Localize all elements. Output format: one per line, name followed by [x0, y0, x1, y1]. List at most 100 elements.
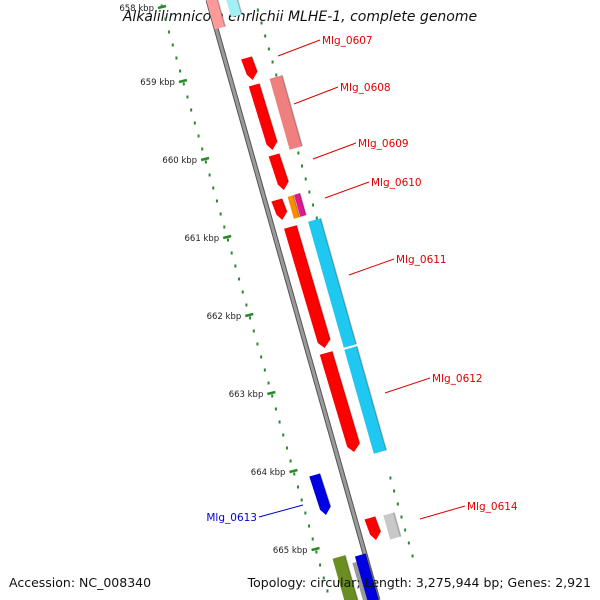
leader-line	[384, 377, 431, 394]
kbp-tick	[289, 468, 298, 474]
scale-dot	[267, 381, 270, 385]
scale-dot	[230, 251, 233, 255]
gene-mlg-0607	[241, 56, 258, 80]
outer-track-dot	[271, 60, 274, 64]
scale-dot	[193, 121, 196, 125]
gene-label[interactable]: Mlg_0610	[371, 177, 422, 189]
scale-dot	[234, 264, 237, 268]
outer-track-dot	[389, 476, 392, 480]
kbp-label: 662 kbp	[207, 312, 242, 322]
gene-label[interactable]: Mlg_0607	[322, 35, 373, 47]
outer-track-dot	[297, 151, 300, 155]
gene-mlg-0608	[269, 75, 303, 150]
leader-line	[348, 258, 395, 276]
scale-dot	[278, 420, 281, 424]
scale-dot	[315, 550, 318, 554]
kbp-tick	[267, 390, 276, 396]
outer-track-dot	[400, 515, 403, 519]
kbp-tick	[200, 156, 210, 162]
scale-dot	[260, 355, 263, 359]
outer-track-dot	[304, 177, 307, 181]
outer-track-dot	[315, 216, 318, 220]
gene-mlg-0613	[309, 473, 331, 515]
scale-dot	[201, 147, 204, 151]
scale-dot	[311, 537, 314, 541]
scale-dot	[304, 511, 307, 515]
gene-cds	[284, 225, 331, 348]
leader-line	[277, 39, 321, 57]
scale-dot	[289, 459, 292, 463]
gene-label[interactable]: Mlg_0614	[467, 501, 518, 513]
outer-track-dot	[411, 554, 414, 558]
kbp-label: 659 kbp	[140, 78, 175, 88]
scale-dot	[175, 56, 178, 60]
scale-dot	[223, 225, 226, 229]
gene-cds	[319, 351, 360, 452]
scale-dot	[308, 524, 311, 528]
gene-label[interactable]: Mlg_0609	[358, 138, 409, 150]
outer-track-dot	[393, 489, 396, 493]
leader-line	[258, 504, 304, 518]
genome-backbone	[205, 0, 381, 600]
gene-label[interactable]: Mlg_0611	[396, 254, 447, 266]
scale-dot	[179, 69, 182, 73]
scale-dot	[171, 43, 174, 47]
kbp-label: 665 kbp	[273, 546, 308, 556]
kbp-tick	[244, 312, 254, 318]
gene-label[interactable]: Mlg_0612	[432, 373, 483, 385]
gene-mlg-0614	[364, 516, 381, 540]
scale-dot	[168, 30, 171, 34]
gene-olive	[332, 555, 358, 600]
scale-dot	[319, 563, 322, 567]
scale-dot	[282, 433, 285, 437]
scale-dot	[326, 589, 329, 593]
scale-dot	[249, 316, 252, 320]
gene-mlg-0609	[268, 153, 289, 190]
scale-dot	[256, 342, 259, 346]
leader-line	[324, 181, 370, 199]
gene-mlg-0610b	[294, 193, 307, 217]
scale-dot	[204, 160, 207, 164]
outer-track-dot	[404, 528, 407, 532]
scale-dot	[164, 17, 167, 21]
gene-mlg-0610	[287, 195, 300, 219]
scale-dot	[300, 498, 303, 502]
gene-block	[226, 0, 242, 18]
scale-dot	[296, 485, 299, 489]
label-leader-lines	[258, 39, 466, 520]
outer-track-dot	[260, 21, 263, 25]
leader-line	[293, 86, 339, 105]
kbp-tick	[222, 234, 232, 240]
scale-dot	[190, 108, 193, 112]
gene-labels: Mlg_0607 Mlg_0608 Mlg_0609 Mlg_0610 Mlg_0611…	[206, 35, 518, 524]
kbp-label: 663 kbp	[229, 390, 264, 400]
scale-dot	[241, 290, 244, 294]
gene-mlg-0611	[308, 218, 357, 348]
outer-track-dot	[264, 34, 267, 38]
gene-cds	[248, 83, 278, 150]
scale-dot	[186, 95, 189, 99]
genome-info-text: Topology: circular; Length: 3,275,944 bp…	[247, 575, 591, 590]
outer-track-dot	[267, 47, 270, 51]
scale-dot	[182, 82, 185, 86]
gene-label[interactable]: Mlg_0613	[206, 512, 257, 524]
kbp-tick	[157, 4, 167, 10]
scale-dot	[245, 303, 248, 307]
scale-dot	[238, 277, 241, 281]
scale-dot	[293, 472, 296, 476]
outer-track-dot	[308, 190, 311, 194]
scale-dot	[227, 238, 229, 242]
kbp-label: 661 kbp	[185, 234, 220, 244]
scale-dot	[197, 134, 200, 138]
kbp-tick	[178, 78, 188, 84]
leader-line	[312, 142, 357, 160]
scale-dot	[263, 368, 266, 372]
scale-dot	[252, 329, 255, 333]
outer-track-dot	[275, 73, 278, 77]
kbp-label: 664 kbp	[251, 468, 286, 478]
scale-dot	[285, 446, 288, 450]
kbp-label: 658 kbp	[119, 4, 154, 14]
scale-dot	[322, 576, 325, 580]
gene-label[interactable]: Mlg_0608	[340, 82, 391, 94]
